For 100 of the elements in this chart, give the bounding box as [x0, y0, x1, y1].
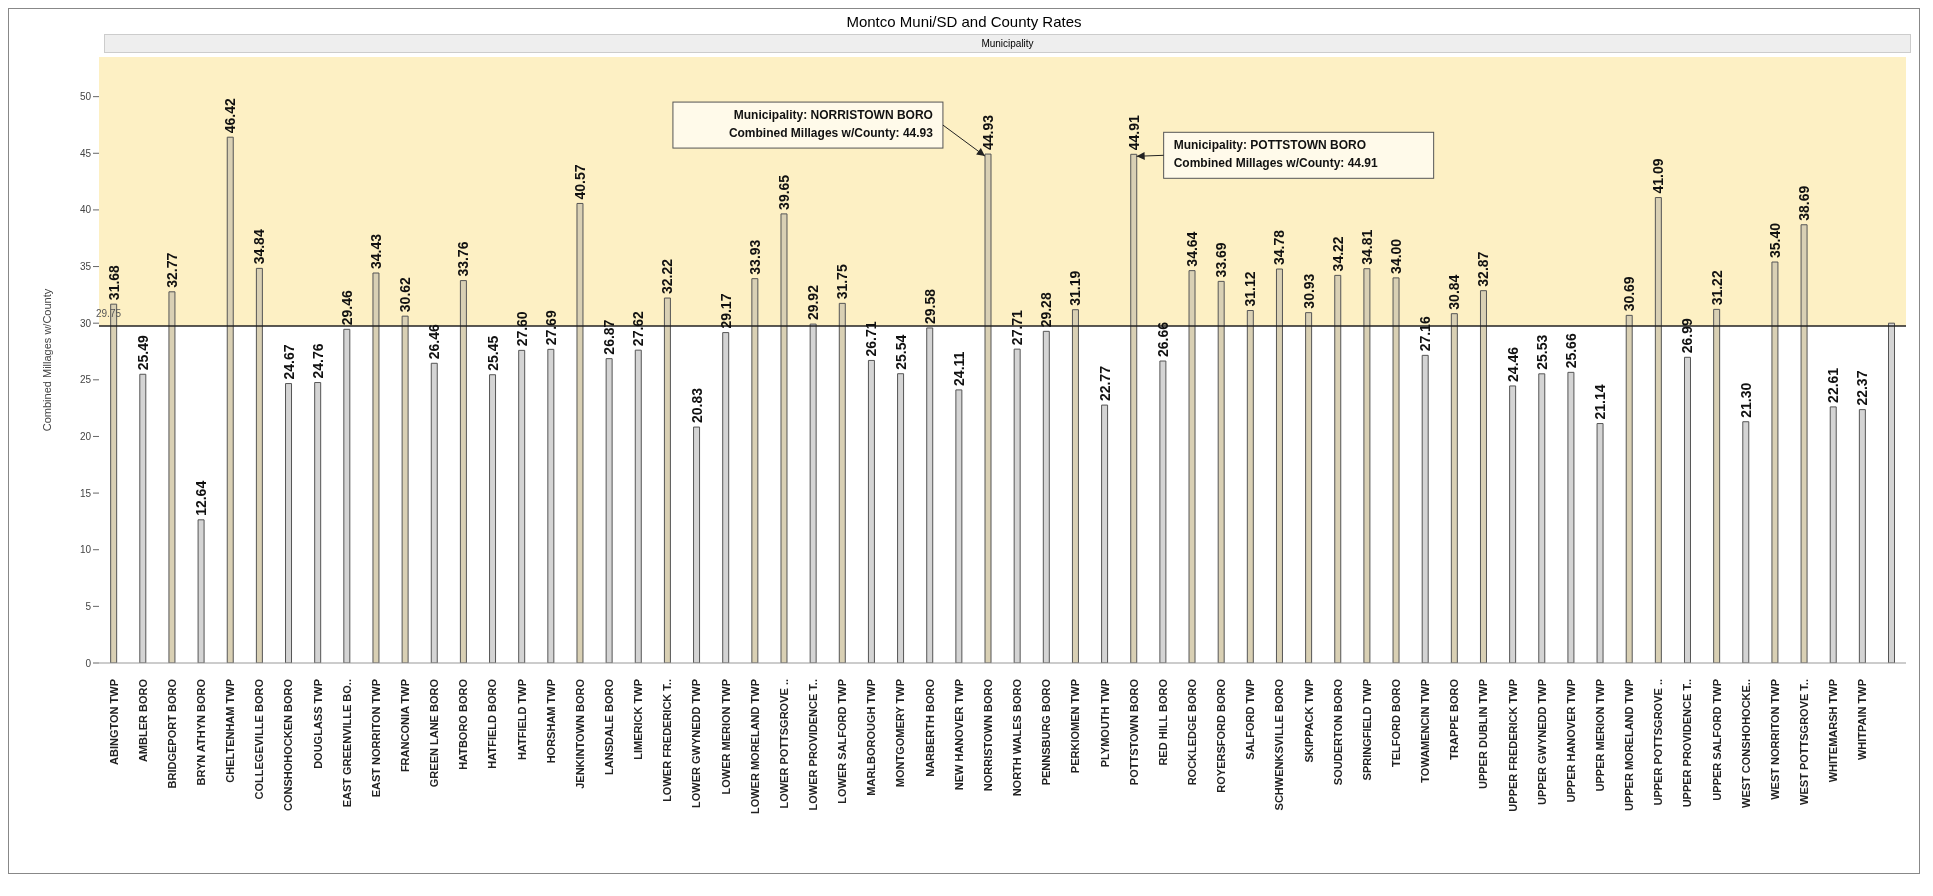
data-label: 31.68	[105, 264, 122, 301]
bar	[1858, 409, 1866, 663]
chart-subtitle: Municipality	[104, 34, 1911, 53]
bar	[722, 332, 730, 663]
x-tick-label: MARLBOROUGH TWP	[865, 679, 878, 796]
x-tick-label: WEST CONSHOHOCKE..	[1739, 679, 1752, 808]
x-tick-label: UPPER GWYNEDD TWP	[1535, 679, 1548, 805]
bar	[518, 349, 526, 663]
bar	[897, 373, 905, 663]
data-label: 29.17	[717, 293, 734, 329]
data-label: 22.77	[1096, 365, 1113, 402]
x-tick-label: MONTGOMERY TWP	[894, 679, 907, 788]
bar	[343, 328, 351, 663]
bar	[1713, 308, 1721, 663]
x-tick-label: UPPER SALFORD TWP	[1710, 679, 1723, 801]
bar	[430, 362, 438, 663]
x-tick-label: TOWAMENCIN TWP	[1419, 679, 1432, 783]
data-label: 30.84	[1446, 274, 1463, 310]
x-tick-label: UPPER MORELAND TWP	[1623, 679, 1636, 811]
bar	[1071, 309, 1079, 663]
data-label: 32.87	[1475, 251, 1492, 287]
data-label: 31.19	[1067, 270, 1084, 306]
x-tick-label: UPPER FREDERICK TWP	[1506, 679, 1519, 812]
data-label: 12.64	[193, 480, 210, 516]
data-label: 25.45	[484, 335, 501, 371]
data-label: 34.64	[1184, 231, 1201, 267]
data-label: 33.76	[455, 241, 472, 277]
x-tick-label: UPPER PROVIDENCE T..	[1681, 679, 1694, 808]
bar	[1334, 274, 1342, 663]
x-tick-label: TRAPPE BORO	[1448, 678, 1461, 760]
data-label: 29.58	[921, 288, 938, 324]
bar	[547, 348, 555, 663]
x-tick-label: WEST NORRITON TWP	[1768, 679, 1781, 800]
x-tick-label: NORTH WALES BORO	[1011, 678, 1024, 797]
x-tick-label: SALFORD TWP	[1244, 679, 1257, 760]
x-tick-label: LOWER GWYNEDD TWP	[690, 679, 703, 808]
bar	[1625, 314, 1633, 663]
bar	[634, 349, 642, 663]
y-tick-label: 15	[79, 487, 92, 499]
x-tick-label: LOWER MERION TWP	[719, 679, 732, 795]
data-label: 24.46	[1504, 346, 1521, 382]
data-label: 46.42	[222, 97, 239, 134]
data-label: 30.62	[397, 276, 414, 313]
y-tick-label: 45	[79, 147, 92, 159]
x-tick-label: POTTSTOWN BORO	[1127, 678, 1140, 786]
bar	[693, 426, 701, 663]
data-label: 25.53	[1533, 334, 1550, 370]
data-label: 39.65	[776, 174, 792, 210]
data-label: 44.93	[980, 114, 997, 151]
bar	[139, 373, 147, 663]
data-label: 22.61	[1825, 367, 1842, 403]
bar	[1246, 310, 1254, 663]
bar	[926, 327, 934, 663]
bar	[1800, 224, 1808, 663]
data-label: 34.78	[1271, 229, 1288, 266]
bar	[1684, 356, 1691, 663]
bar	[372, 272, 380, 663]
y-tick-label: 0	[85, 657, 92, 669]
bar	[1479, 290, 1487, 663]
x-tick-label: ABINGTON TWP	[107, 679, 120, 765]
bar	[1509, 385, 1517, 663]
x-tick-label: LOWER FREDERICK T..	[661, 679, 674, 802]
x-tick-label: HATFIELD BORO	[486, 678, 499, 769]
bar	[285, 383, 293, 663]
data-label: 31.75	[834, 264, 851, 300]
data-label: 35.40	[1766, 222, 1783, 259]
x-tick-label: CHELTENHAM TWP	[224, 679, 237, 783]
bar	[605, 358, 613, 663]
data-label: 26.87	[601, 319, 618, 355]
data-label: 30.93	[1300, 273, 1317, 309]
bar	[314, 382, 322, 663]
x-tick-label: LANSDALE BORO	[603, 678, 616, 775]
y-tick-label: 30	[79, 317, 92, 329]
x-tick-label: AMBLER BORO	[136, 678, 149, 763]
data-label: 27.60	[513, 311, 530, 347]
data-label: 41.09	[1650, 158, 1667, 194]
x-tick-label: LOWER POTTSGROVE ..	[777, 679, 790, 809]
x-tick-label: SCHWENKSVILLE BORO	[1273, 678, 1286, 811]
annotation: Municipality: NORRISTOWN BORO Combined Millages w/County: 44.93	[728, 108, 934, 141]
data-label: 34.81	[1358, 229, 1375, 265]
bar	[1567, 371, 1575, 663]
data-label: 27.71	[1009, 309, 1026, 346]
x-tick-label: RED HILL BORO	[1156, 678, 1169, 766]
x-tick-label: HORSHAM TWP	[544, 679, 557, 764]
x-tick-label: EAST GREENVILLE BO..	[340, 679, 353, 808]
y-tick-label: 10	[79, 544, 92, 556]
bar	[1829, 406, 1837, 663]
bar	[1654, 197, 1662, 663]
bar	[489, 374, 497, 663]
x-tick-label: HATBORO BORO	[457, 678, 470, 770]
bar	[809, 323, 817, 663]
data-label: 27.16	[1417, 316, 1434, 352]
data-label: 34.00	[1388, 238, 1405, 274]
x-tick-label: NEW HANOVER TWP	[952, 679, 965, 791]
bar	[1421, 354, 1429, 663]
y-tick-label: 50	[79, 91, 92, 103]
y-axis-title: Combined Millages w/County	[40, 288, 53, 432]
bar	[838, 302, 846, 663]
y-tick-label: 20	[79, 431, 92, 443]
x-tick-label: UPPER MERION TWP	[1593, 679, 1606, 792]
